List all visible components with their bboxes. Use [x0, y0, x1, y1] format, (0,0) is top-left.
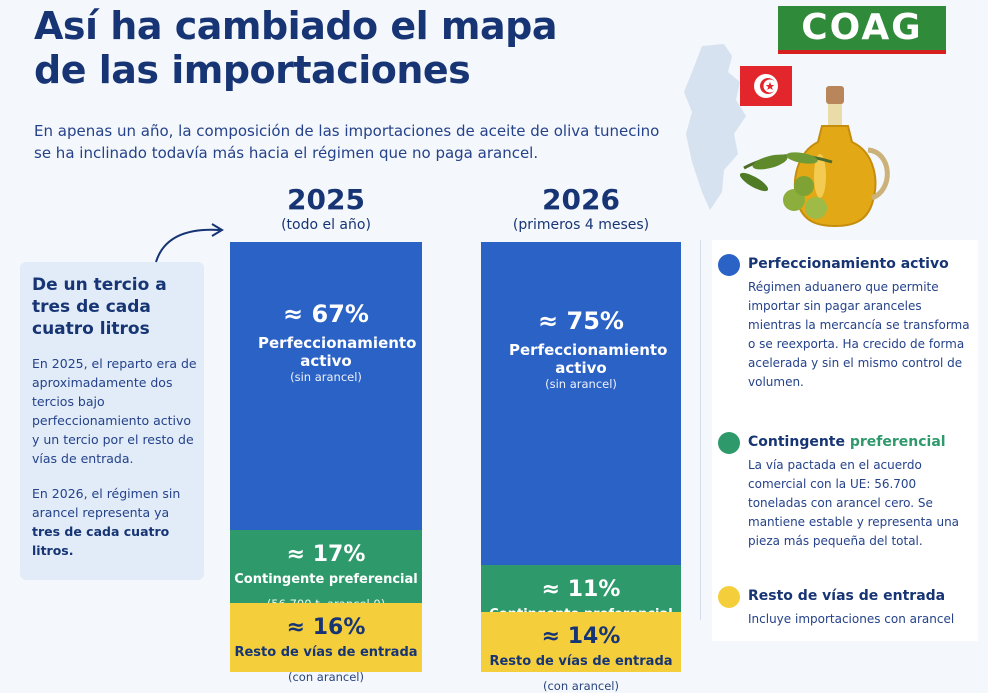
bar-segment-perfeccionamiento: ≈ 67% Perfeccionamiento activo (sin arance… [230, 242, 422, 531]
category-subtitle: (todo el año) [281, 217, 371, 233]
legend-dot-yellow [718, 586, 740, 608]
olives-icon [740, 152, 833, 219]
page-title: Así ha cambiado el mapa de las importaci… [34, 4, 558, 92]
legend-title: Perfeccionamiento activo [748, 256, 949, 272]
summary-heading: De un tercio a tres de cada cuatro litro… [32, 275, 167, 339]
bar-segment-resto: ≈ 16% Resto de vías de entrada (con arance… [230, 603, 422, 684]
category-label: 2026 [542, 183, 620, 216]
legend-title-highlight: preferencial [849, 434, 946, 450]
segment-note: (sin arancel) [545, 376, 617, 391]
summary-box: De un tercio a tres de cada cuatro litro… [20, 262, 204, 580]
segment-name: Resto de vías de entrada [489, 653, 673, 669]
olive-oil-bottle-icon [793, 86, 890, 228]
legend-title-text: Perfeccionamiento activo [748, 256, 949, 272]
bar-segment-contingente: ≈ 17%Contingente preferencial(56.700 t, … [230, 530, 422, 611]
segment-note: (sin arancel) [290, 369, 362, 384]
curved-arrow-icon [155, 223, 224, 263]
bar-segment-resto: ≈ 14% Resto de vías de entrada (con arance… [481, 611, 681, 693]
data-label: ≈ 17% [286, 542, 366, 568]
segment-name: Perfeccionamiento activo [509, 340, 668, 377]
data-label: ≈ 11% [541, 576, 621, 602]
legend-title-text: Resto de vías de entrada [748, 588, 946, 604]
data-label: ≈ 14% [541, 623, 621, 649]
legend-title: Contingente preferencial [748, 434, 946, 450]
legend-panel: Perfeccionamiento activo Régimen aduaner… [712, 240, 978, 641]
category-label: 2025 [287, 183, 365, 216]
summary-paragraph-2025: En 2025, el reparto era de aproximadamen… [32, 356, 197, 466]
segment-note: (con arancel) [288, 670, 364, 685]
coag-logo: COAG [778, 6, 946, 54]
segment-name: Resto de vías de entrada [234, 645, 418, 661]
tunisia-map-icon [684, 44, 746, 210]
data-label: ≈ 67% [283, 299, 369, 328]
segment-note: (con arancel) [543, 678, 619, 693]
legend-description: La vía pactada en el acuerdo comercial c… [748, 458, 960, 548]
data-label: ≈ 16% [286, 615, 366, 641]
summary-paragraph-2026: En 2026, el régimen sin arancel represen… [32, 484, 200, 560]
data-label: ≈ 75% [538, 306, 624, 335]
stacked-bar-2025: ≈ 67% Perfeccionamiento activo (sin arance… [230, 242, 422, 684]
column-divider [700, 240, 701, 620]
bar-segment-perfeccionamiento: ≈ 75% Perfeccionamiento activo (sin arance… [481, 242, 681, 565]
column-header-2025: 2025 (todo el año) [220, 184, 432, 234]
title-line-2: de las importaciones [34, 48, 471, 92]
legend-dot-green [718, 432, 740, 454]
page-subtitle: En apenas un año, la composición de las … [34, 122, 660, 162]
title-line-1: Así ha cambiado el mapa [34, 4, 558, 48]
legend-description: Incluye importaciones con arancel [748, 612, 955, 626]
tunisia-flag-icon [740, 66, 792, 106]
summary-2026-text: En 2026, el régimen sin arancel represen… [32, 486, 181, 520]
bar-segment-contingente: ≈ 11%Contingente preferencial(56.700 t, … [481, 564, 681, 646]
category-subtitle: (primeros 4 meses) [512, 217, 650, 233]
legend-title: Resto de vías de entrada [748, 588, 945, 604]
segment-name: Perfeccionamiento activo [258, 333, 417, 370]
legend-dot-blue [718, 254, 740, 276]
column-header-2026: 2026 (primeros 4 meses) [471, 184, 691, 234]
stacked-bar-2026: ≈ 75% Perfeccionamiento activo (sin arance… [481, 242, 681, 693]
legend-title-text: Contingente [748, 434, 850, 450]
summary-2026-highlight: tres de cada cuatro litros. [32, 524, 170, 558]
legend-description: Régimen aduanero que permite importar si… [748, 280, 970, 389]
segment-name: Contingente preferencial [234, 572, 418, 588]
